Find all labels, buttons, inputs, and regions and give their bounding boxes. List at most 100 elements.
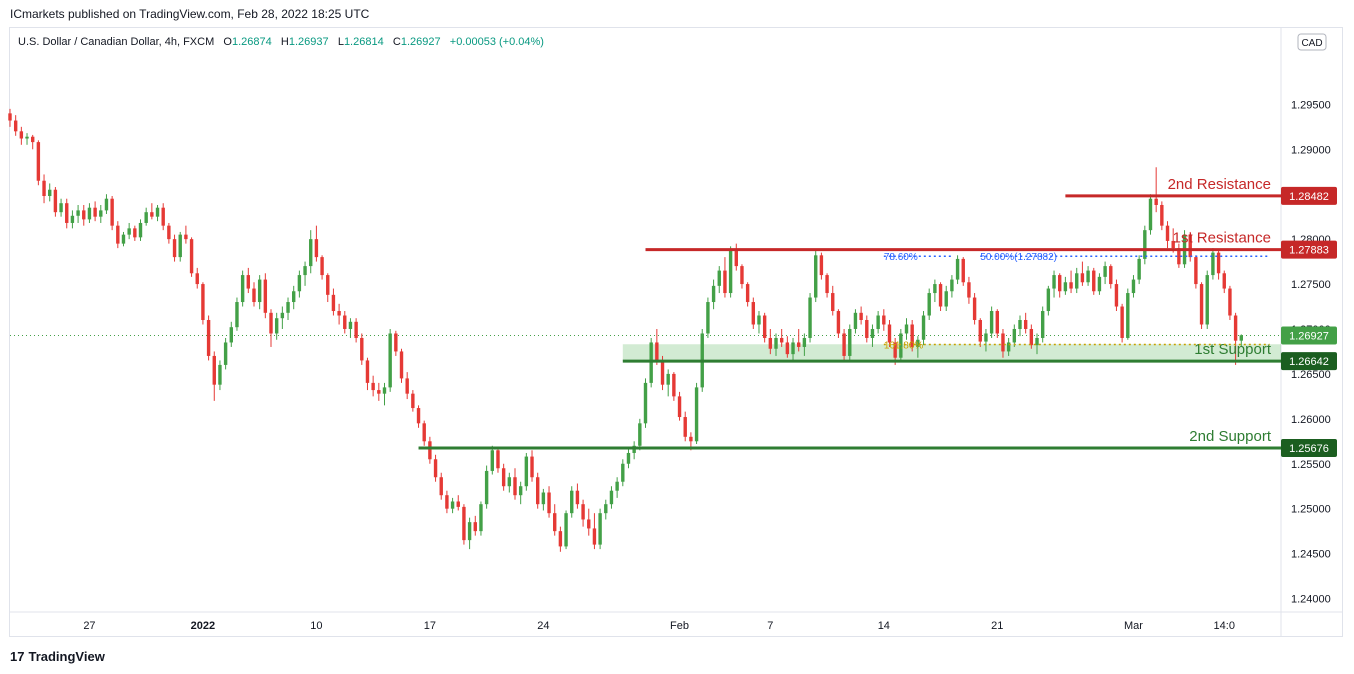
- price-badge-label: 1.26927: [1289, 331, 1329, 343]
- candle-body: [76, 210, 80, 216]
- candle-body: [581, 504, 585, 520]
- candle-body: [575, 490, 580, 505]
- candle-body: [93, 207, 97, 217]
- candle-body: [65, 203, 69, 223]
- candle-body: [484, 470, 489, 505]
- candle-body: [433, 459, 438, 478]
- candle-body: [195, 273, 199, 285]
- candle-body: [615, 481, 619, 491]
- candle-body: [178, 234, 182, 258]
- candle-body: [825, 275, 829, 294]
- candle-body: [955, 258, 960, 280]
- support-zone-layer: [10, 335, 1281, 362]
- candle-body: [201, 284, 205, 320]
- candle-body: [13, 120, 18, 132]
- candle-body: [570, 490, 574, 514]
- candle-body: [138, 222, 143, 238]
- candle-body: [938, 284, 943, 307]
- candle-body: [416, 408, 421, 424]
- levels-layer: 2nd Resistance 1st Resistance 1st Support 2…: [418, 176, 1281, 450]
- candle-body: [694, 387, 699, 442]
- candle-body: [507, 477, 512, 487]
- candle-body: [728, 249, 733, 294]
- candle-body: [745, 284, 750, 303]
- candle-body: [904, 324, 909, 334]
- candle-body: [206, 320, 211, 356]
- candle-body: [989, 311, 994, 334]
- candle-body: [757, 315, 761, 325]
- candle-body: [1040, 311, 1045, 338]
- candle-body: [189, 239, 194, 274]
- chart-frame[interactable]: [9, 27, 1343, 637]
- candle-body: [1233, 315, 1238, 341]
- candle-body: [802, 337, 807, 347]
- candle-body: [518, 486, 523, 496]
- candle-body: [59, 203, 63, 213]
- candle-body: [501, 468, 506, 487]
- candle-body: [42, 180, 46, 197]
- candle-body: [723, 270, 727, 294]
- price-badge-label: 1.25676: [1289, 443, 1329, 455]
- candle-body: [286, 302, 290, 313]
- candle-body: [655, 342, 659, 361]
- candle-body: [422, 423, 426, 442]
- candle-body: [320, 257, 324, 276]
- price-tick-label: 1.29500: [1291, 99, 1331, 111]
- candle-body: [1165, 225, 1170, 241]
- candle-body: [439, 477, 443, 496]
- candle-body: [547, 492, 551, 514]
- candle-body: [592, 528, 597, 545]
- candle-body: [309, 239, 313, 267]
- candle-body: [711, 285, 716, 303]
- candle-body: [19, 131, 24, 139]
- candle-body: [916, 339, 920, 347]
- candle-body: [649, 342, 653, 383]
- candle-body: [1188, 234, 1192, 258]
- candle-body: [8, 113, 12, 121]
- candles-layer: [8, 108, 1243, 552]
- candle-body: [791, 342, 795, 355]
- candle-body: [116, 225, 120, 244]
- price-badge-label: 1.27883: [1289, 245, 1329, 257]
- candle-body: [1092, 270, 1096, 292]
- candle-body: [1120, 306, 1124, 338]
- candle-body: [343, 315, 347, 329]
- candle-body: [831, 293, 835, 312]
- candle-body: [927, 293, 931, 316]
- time-tick-label: 14:0: [1214, 620, 1235, 632]
- candle-body: [212, 355, 216, 385]
- candle-body: [553, 513, 557, 532]
- tradingview-logo[interactable]: 17 TradingView: [10, 649, 105, 664]
- candle-body: [1126, 293, 1130, 338]
- candle-body: [967, 282, 971, 298]
- candle-body: [48, 189, 52, 197]
- candle-body: [785, 342, 790, 355]
- candle-body: [1080, 273, 1085, 283]
- candle-body: [1012, 328, 1017, 343]
- currency-badge-label: CAD: [1301, 38, 1322, 49]
- candle-body: [848, 328, 852, 356]
- candle-body: [1137, 258, 1141, 280]
- candle-body: [819, 255, 824, 276]
- candle-body: [1211, 252, 1215, 276]
- candle-body: [229, 327, 233, 343]
- candle-body: [1109, 266, 1113, 285]
- candle-body: [921, 315, 926, 340]
- candle-body: [853, 312, 858, 329]
- candle-body: [405, 378, 409, 394]
- candle-body: [428, 441, 432, 460]
- candle-body: [643, 382, 648, 424]
- candle-body: [348, 321, 353, 329]
- candle-body: [677, 396, 682, 418]
- candle-body: [218, 364, 222, 385]
- price-badge-label: 1.28482: [1289, 191, 1329, 203]
- candle-body: [82, 210, 86, 220]
- candle-body: [30, 136, 35, 143]
- candle-body: [490, 450, 495, 471]
- price-tick-label: 1.26500: [1291, 369, 1331, 381]
- time-tick-label: 21: [991, 620, 1003, 632]
- high-value: 1.26937: [288, 36, 329, 48]
- candle-body: [995, 311, 999, 334]
- price-tick-label: 1.24000: [1291, 594, 1331, 606]
